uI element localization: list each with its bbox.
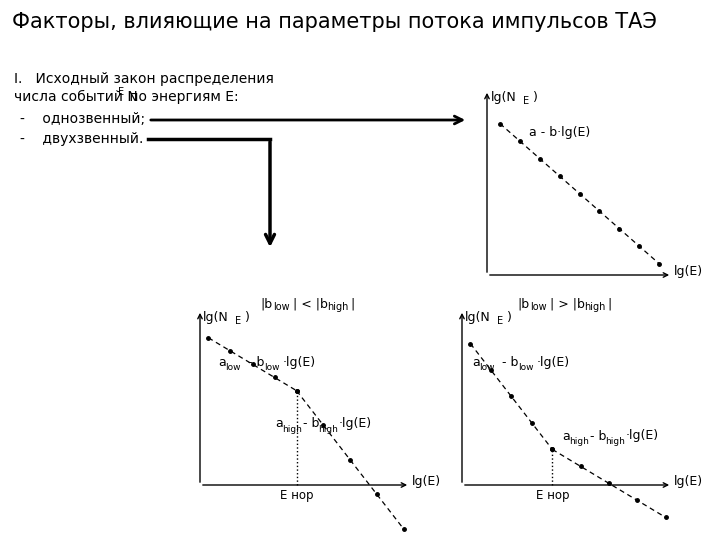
Text: E нор: E нор bbox=[536, 489, 569, 502]
Text: |b: |b bbox=[517, 298, 529, 311]
Text: low: low bbox=[479, 363, 495, 372]
Text: low: low bbox=[225, 363, 240, 372]
Text: I.   Исходный закон распределения: I. Исходный закон распределения bbox=[14, 72, 274, 86]
Text: E: E bbox=[523, 96, 529, 106]
Text: ·lg(E): ·lg(E) bbox=[537, 356, 570, 369]
Text: a: a bbox=[472, 356, 480, 369]
Text: high: high bbox=[327, 302, 348, 312]
Text: E: E bbox=[497, 316, 503, 326]
Text: high: high bbox=[584, 302, 606, 312]
Text: low: low bbox=[273, 302, 289, 312]
Text: -    двухзвенный.: - двухзвенный. bbox=[20, 132, 143, 146]
Text: - b: - b bbox=[303, 417, 320, 430]
Text: - b: - b bbox=[498, 356, 518, 369]
Text: lg(E): lg(E) bbox=[674, 266, 703, 279]
Text: lg(E): lg(E) bbox=[412, 476, 441, 489]
Text: lg(N: lg(N bbox=[203, 311, 229, 324]
Text: lg(E): lg(E) bbox=[674, 476, 703, 489]
Text: low: low bbox=[518, 363, 534, 372]
Text: ): ) bbox=[503, 311, 512, 324]
Text: E нор: E нор bbox=[280, 489, 313, 502]
Text: |: | bbox=[607, 298, 611, 311]
Text: ·lg(E): ·lg(E) bbox=[626, 429, 659, 442]
Text: числа событий N: числа событий N bbox=[14, 90, 138, 104]
Text: high: high bbox=[569, 437, 589, 445]
Text: lg(N: lg(N bbox=[465, 311, 491, 324]
Text: high: high bbox=[282, 424, 302, 434]
Text: a: a bbox=[275, 417, 283, 430]
Text: ·lg(E): ·lg(E) bbox=[283, 356, 316, 369]
Text: |b: |b bbox=[260, 298, 272, 311]
Text: low: low bbox=[530, 302, 546, 312]
Text: Факторы, влияющие на параметры потока импульсов ТАЭ: Факторы, влияющие на параметры потока им… bbox=[12, 12, 657, 32]
Text: - b: - b bbox=[244, 356, 264, 369]
Text: low: low bbox=[264, 363, 279, 372]
Text: high: high bbox=[318, 424, 338, 434]
Text: - b: - b bbox=[590, 429, 606, 442]
Text: по энергиям E:: по энергиям E: bbox=[125, 90, 238, 104]
Text: ·lg(E): ·lg(E) bbox=[339, 417, 372, 430]
Text: E: E bbox=[235, 316, 241, 326]
Text: | < |b: | < |b bbox=[293, 298, 328, 311]
Text: ): ) bbox=[241, 311, 250, 324]
Text: |: | bbox=[350, 298, 354, 311]
Text: E: E bbox=[118, 87, 124, 97]
Text: a - b·lg(E): a - b·lg(E) bbox=[529, 126, 590, 139]
Text: lg(N: lg(N bbox=[491, 91, 517, 104]
Text: high: high bbox=[605, 437, 625, 445]
Text: -    однозвенный;: - однозвенный; bbox=[20, 112, 145, 126]
Text: a: a bbox=[218, 356, 226, 369]
Text: | > |b: | > |b bbox=[550, 298, 585, 311]
Text: a: a bbox=[562, 429, 570, 442]
Text: ): ) bbox=[529, 91, 538, 104]
